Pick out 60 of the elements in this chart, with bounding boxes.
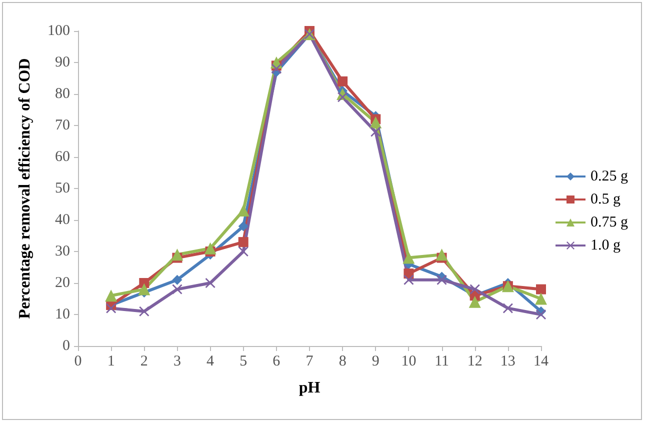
x-axis-title: pH (298, 380, 321, 396)
point (271, 64, 282, 74)
point (536, 284, 546, 294)
point (402, 252, 415, 264)
y-axis-title: Percentage removal efficiency of COD (16, 58, 34, 319)
legend-label: 1.0 g (590, 238, 621, 254)
point (105, 290, 118, 302)
x-tick-label: 1 (107, 354, 115, 370)
x-tick-label: 2 (140, 354, 148, 370)
legend-label: 0.5 g (590, 192, 621, 208)
point (139, 306, 150, 316)
legend-label: 0.75 g (590, 214, 628, 230)
y-tick-label: 50 (55, 180, 70, 196)
x-tick-label: 14 (534, 354, 549, 370)
x-tick-label: 3 (173, 354, 181, 370)
point (338, 76, 348, 86)
x-tick-label: 9 (372, 354, 380, 370)
x-tick-label: 11 (434, 354, 450, 370)
y-tick-label: 100 (48, 23, 70, 39)
y-tick-label: 0 (62, 338, 70, 354)
point (535, 292, 547, 305)
x-tick-label: 4 (206, 354, 215, 370)
x-tick-label: 13 (500, 354, 516, 370)
point (468, 296, 481, 308)
point (172, 274, 182, 285)
point (238, 246, 248, 256)
point (370, 116, 382, 128)
y-tick-label: 90 (55, 54, 70, 70)
x-tick-label: 6 (272, 354, 281, 370)
point (171, 248, 184, 261)
point (370, 126, 381, 137)
x-tick-label: 5 (240, 354, 248, 370)
point (205, 278, 216, 288)
point (238, 221, 248, 232)
point (238, 237, 248, 248)
y-tick-label: 80 (55, 86, 70, 102)
point (470, 284, 480, 294)
y-tick-label: 60 (55, 149, 70, 165)
y-tick-label: 20 (55, 275, 70, 291)
point (404, 274, 414, 285)
point (138, 283, 150, 296)
point (536, 310, 546, 320)
x-tick-label: 0 (74, 354, 82, 370)
x-tick-label: 7 (306, 354, 314, 370)
y-tick-label: 10 (55, 306, 70, 322)
legend-label: 0.25 g (590, 168, 628, 184)
x-tick-label: 10 (401, 354, 416, 370)
point (172, 284, 182, 294)
x-tick-label: 8 (338, 354, 346, 370)
point (502, 303, 513, 314)
point (237, 204, 250, 217)
point (204, 242, 216, 254)
y-tick-label: 40 (55, 212, 70, 228)
point (436, 248, 448, 261)
point (436, 274, 447, 285)
y-tick-label: 30 (55, 244, 70, 260)
point (106, 303, 116, 314)
y-tick-label: 70 (55, 118, 70, 134)
point (338, 92, 348, 102)
x-tick-label: 12 (467, 354, 482, 370)
